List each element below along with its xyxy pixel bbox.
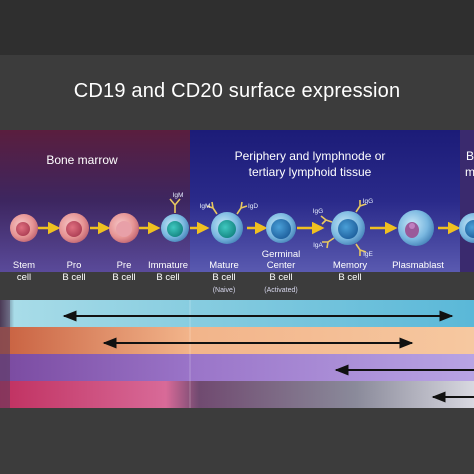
band-orange <box>0 327 474 354</box>
cell-label-immature-1: Immature <box>148 260 188 271</box>
cell-label-mature-2: B cell <box>212 272 235 283</box>
range-arrows <box>62 310 474 403</box>
antibody-label-memory-igg-left: IgG <box>313 208 323 215</box>
cell-pro-b <box>59 213 89 243</box>
cell-immature-b <box>161 198 189 242</box>
cell-label-plasmablast: Plasmablast <box>392 260 444 271</box>
band-pink <box>0 381 474 408</box>
antibody-icon <box>206 201 218 215</box>
antibody-label-mature-igd: IgD <box>248 203 258 210</box>
cell-plasmablast <box>398 210 434 246</box>
antibody-label-memory-ige: IgE <box>363 251 373 258</box>
band-cyan <box>0 300 474 327</box>
cell-germinal-center-b <box>266 213 296 243</box>
cell-label-memory-2: B cell <box>338 272 361 283</box>
cell-next-cut <box>459 213 474 243</box>
antibody-icon <box>320 215 333 225</box>
cell-label-germinal-1: Germinal <box>262 249 301 260</box>
cell-stem <box>10 214 38 242</box>
cell-label-memory-1: Memory <box>333 260 368 271</box>
cell-label-germinal-3: B cell <box>269 272 292 283</box>
cell-label-germinal-4: (Activated) <box>264 287 297 294</box>
band-purple <box>0 354 474 381</box>
region-label-periphery-line2: tertiary lymphoid tissue <box>249 165 372 179</box>
cell-label-mature-3: (Naive) <box>213 287 236 294</box>
cell-label-stem-2: cell <box>17 272 31 283</box>
antibody-label-memory-igg-top: IgG <box>363 198 373 205</box>
cell-label-pre-1: Pre <box>117 260 132 271</box>
cell-label-immature-2: B cell <box>156 272 179 283</box>
region-label-periphery-line1: Periphery and lymphnode or <box>235 149 386 163</box>
antibody-icon <box>355 200 367 213</box>
cell-label-mature-1: Mature <box>209 260 239 271</box>
antibody-icon <box>322 237 335 249</box>
region-label-bone-marrow: Bone marrow <box>46 153 118 167</box>
antibody-label-immature-igm: IgM <box>173 192 184 199</box>
cell-mature-b <box>206 201 248 244</box>
band-left-edge <box>0 300 10 408</box>
antibody-icon <box>169 198 181 213</box>
cell-pre-b <box>109 213 139 243</box>
top-dark-bar <box>0 0 474 55</box>
region-label-cut-line2: m <box>465 165 474 179</box>
cell-label-pro-2: B cell <box>62 272 85 283</box>
cell-label-pro-1: Pro <box>67 260 82 271</box>
cell-label-germinal-2: Center <box>267 260 296 271</box>
antibody-label-memory-iga: IgA <box>313 242 323 249</box>
region-label-cut-line1: B <box>466 149 474 163</box>
cell-memory-b <box>320 200 367 256</box>
cell-label-stem-1: Stem <box>13 260 35 271</box>
bone-marrow-region <box>0 130 190 272</box>
antibody-icon <box>355 243 367 256</box>
figure-title: CD19 and CD20 surface expression <box>73 80 401 102</box>
antibody-label-mature-igm: IgM <box>200 203 211 210</box>
cell-label-pre-2: B cell <box>112 272 135 283</box>
cell-labels: Stem cell Pro B cell Pre B cell Immature… <box>13 249 444 294</box>
antibody-icon <box>236 201 248 215</box>
periphery-region <box>190 130 460 272</box>
